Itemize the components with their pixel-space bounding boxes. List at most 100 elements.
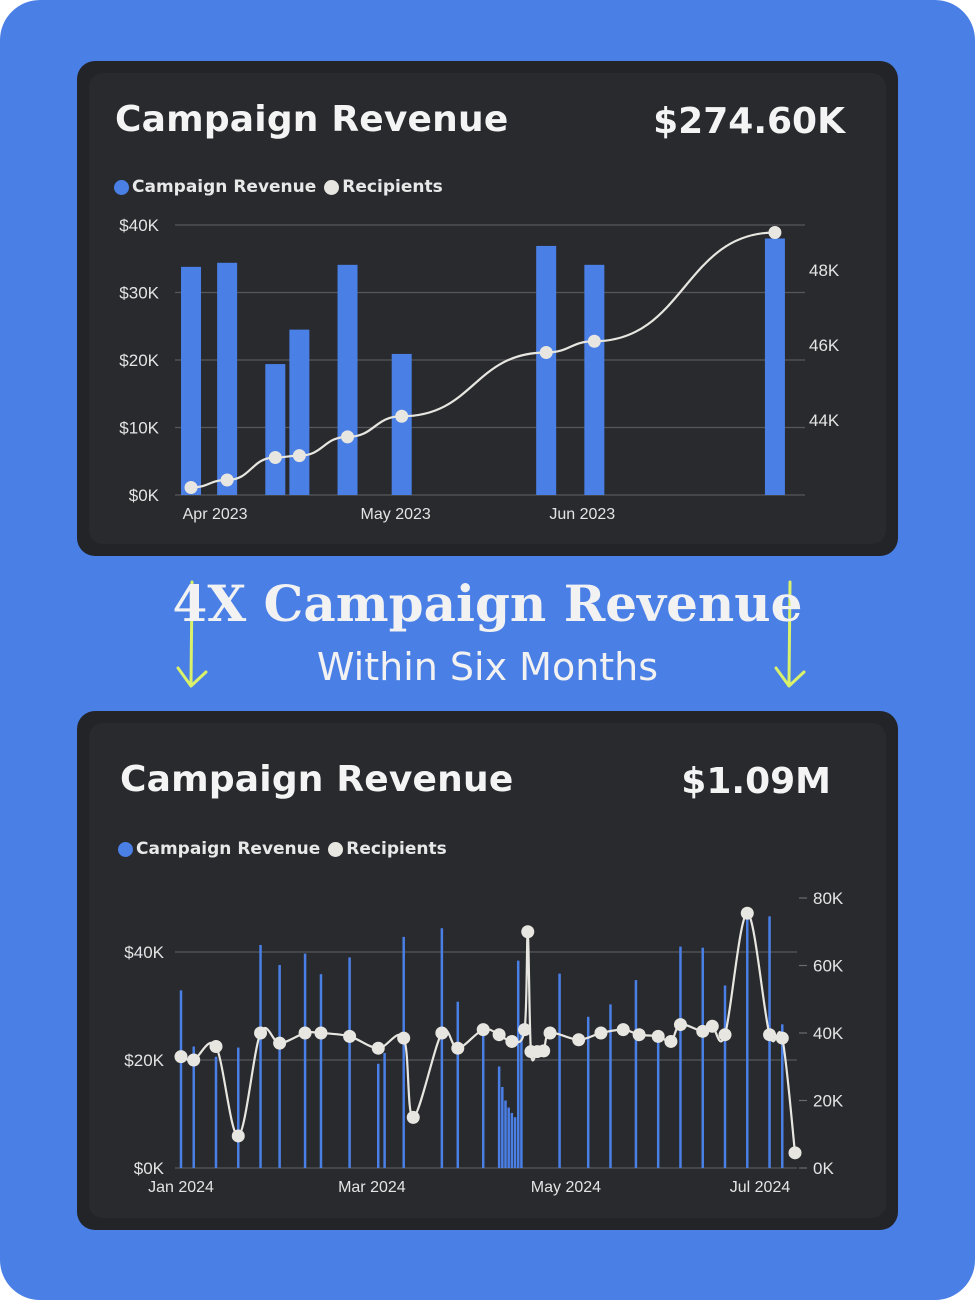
bar — [609, 1004, 612, 1168]
y-axis-right-tick-label: 60K — [813, 957, 844, 976]
bar — [584, 264, 605, 495]
recipients-point — [273, 1036, 287, 1050]
bar — [237, 1047, 240, 1168]
y-axis-left-tick-label: $20K — [124, 1051, 164, 1070]
chart-before: $0K $10K $20K $30K $40K 44K 46K 48K Apr 2023 May … — [119, 216, 840, 523]
subheadline: Within Six Months — [316, 645, 659, 689]
bar — [217, 262, 238, 495]
x-axis-tick-label: Apr 2023 — [183, 506, 248, 523]
recipients-point — [673, 1018, 687, 1032]
recipients-point — [220, 473, 234, 487]
recipients-point — [572, 1033, 586, 1047]
recipients-line — [191, 231, 775, 489]
recipients-point — [740, 906, 754, 920]
bar — [497, 1066, 501, 1168]
y-axis-left-tick-label: $30K — [119, 284, 159, 303]
bar — [504, 1100, 507, 1168]
bar — [520, 1024, 523, 1168]
recipients-point — [705, 1019, 719, 1033]
bar — [278, 964, 281, 1168]
y-axis-left-tick-label: $0K — [134, 1159, 165, 1178]
recipients-point — [539, 346, 553, 359]
recipients-point — [696, 1024, 710, 1038]
recipients-point — [763, 1028, 777, 1042]
recipients-point — [788, 1146, 802, 1160]
bar — [764, 238, 785, 495]
bar — [501, 1087, 504, 1168]
x-axis-tick-label: May 2023 — [361, 506, 431, 523]
y-axis-left-tick-label: $10K — [119, 419, 159, 438]
bar — [481, 1035, 485, 1168]
recipients-point — [184, 481, 198, 494]
recipients-point — [594, 1026, 608, 1040]
bar — [348, 957, 351, 1168]
recipients-point — [664, 1034, 678, 1048]
y-axis-right-tick-label: 46K — [809, 336, 840, 355]
card-total-value: $274.60K — [653, 101, 845, 142]
bar — [516, 960, 520, 1168]
recipients-point — [587, 334, 601, 348]
recipients-point — [518, 1023, 532, 1037]
bar — [781, 1024, 784, 1168]
recipients-point — [505, 1034, 519, 1048]
bar — [402, 936, 405, 1168]
x-axis-tick-label: Jan 2024 — [148, 1179, 214, 1196]
y-axis-right-tick-label: 0K — [813, 1159, 834, 1178]
bar — [391, 353, 412, 495]
recipients-point — [616, 1023, 630, 1037]
recipients-point — [298, 1026, 312, 1040]
legend-item-recipients[interactable]: Recipients — [324, 177, 443, 197]
y-axis-right-tick-label: 48K — [809, 261, 840, 280]
recipients-point — [254, 1026, 268, 1040]
recipients-point — [343, 1029, 357, 1043]
bar — [513, 1117, 517, 1168]
bar — [265, 364, 286, 495]
legend-label: Recipients — [342, 177, 443, 197]
y-axis-right-tick-label: 20K — [813, 1092, 844, 1111]
bar — [319, 974, 323, 1168]
recipients-point — [451, 1041, 465, 1055]
recipients-point — [537, 1044, 551, 1058]
y-axis-right-tick-label: 44K — [809, 411, 840, 430]
recipients-point — [651, 1029, 665, 1043]
bar — [558, 973, 561, 1168]
chart-legend: Campaign Revenue Recipients — [114, 177, 443, 197]
card-title: Campaign Revenue — [115, 99, 509, 140]
recipients-point — [406, 1110, 420, 1124]
y-axis-left-tick-label: $0K — [129, 486, 160, 505]
bar — [259, 944, 262, 1168]
chart-legend: Campaign Revenue Recipients — [118, 839, 447, 859]
bar — [440, 928, 444, 1168]
recipients-point — [314, 1026, 328, 1040]
bar — [536, 245, 557, 495]
bar — [214, 1056, 218, 1168]
legend-item-revenue[interactable]: Campaign Revenue — [118, 839, 320, 859]
legend-dot-revenue-icon — [114, 179, 129, 195]
arrow-down-right-icon — [774, 580, 806, 688]
y-axis-left-tick-label: $40K — [124, 943, 164, 962]
bar — [289, 329, 310, 495]
x-axis-tick-label: May 2024 — [531, 1179, 601, 1196]
recipients-point — [632, 1028, 646, 1042]
legend-item-recipients[interactable]: Recipients — [328, 839, 447, 859]
y-axis-left-tick-label: $40K — [119, 216, 159, 235]
recipients-point — [209, 1040, 223, 1053]
bar — [701, 947, 704, 1168]
bar — [376, 1063, 380, 1168]
bar — [679, 946, 682, 1168]
y-axis-right-tick-label: 40K — [813, 1024, 844, 1043]
legend-item-revenue[interactable]: Campaign Revenue — [114, 177, 316, 197]
bar — [192, 1046, 195, 1168]
recipients-point — [521, 925, 535, 939]
bar — [181, 266, 202, 495]
bar — [337, 264, 358, 495]
chart-card-inner: Campaign Revenue $1.09M Campaign Revenue… — [89, 723, 886, 1218]
chart-card-before: Campaign Revenue $274.60K Campaign Reven… — [77, 61, 898, 556]
recipients-point — [187, 1053, 201, 1067]
bar — [634, 980, 638, 1168]
recipients-point — [476, 1023, 490, 1037]
chart-card-inner: Campaign Revenue $274.60K Campaign Reven… — [89, 73, 886, 544]
recipients-point — [395, 409, 409, 423]
recipients-point — [268, 451, 282, 464]
